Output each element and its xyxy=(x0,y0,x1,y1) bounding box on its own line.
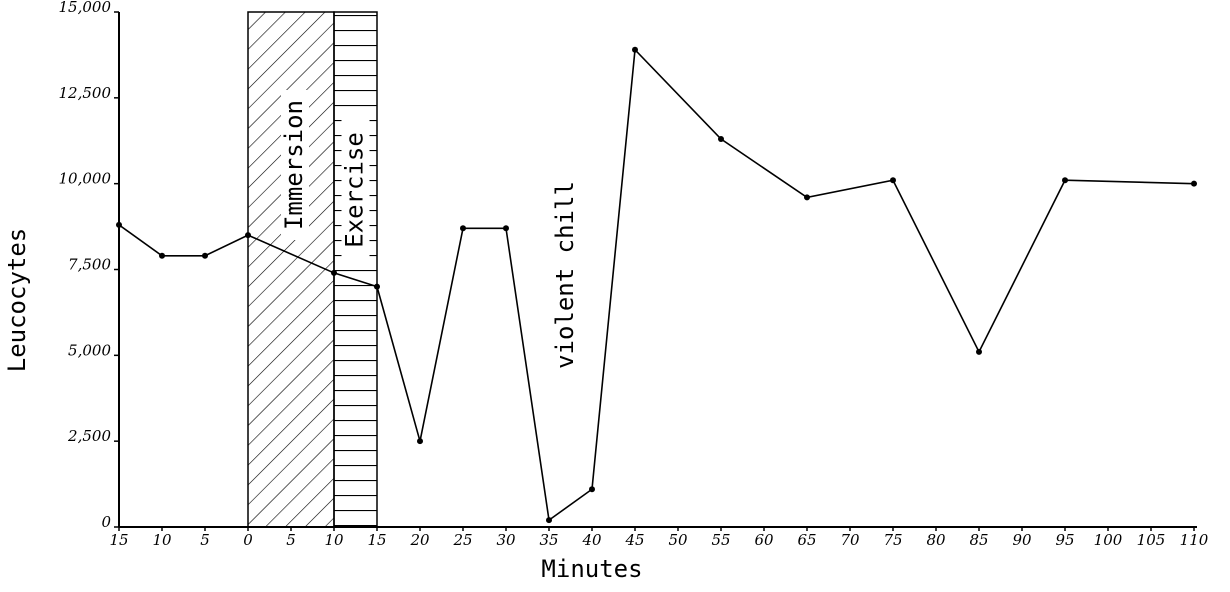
x-tick-label: 110 xyxy=(1180,531,1209,549)
x-tick-label: 30 xyxy=(496,531,516,549)
y-tick-label: 12,500 xyxy=(59,84,112,102)
x-tick-label: 70 xyxy=(840,531,860,549)
x-tick-label: 20 xyxy=(409,531,430,549)
x-tick-label: 15 xyxy=(367,531,386,549)
x-tick-label: 40 xyxy=(581,531,602,549)
data-point xyxy=(460,225,466,232)
x-tick-label: 5 xyxy=(200,531,210,549)
x-tick-label: 35 xyxy=(539,531,558,549)
x-tick-label: 100 xyxy=(1094,531,1123,549)
x-tick-label: 55 xyxy=(711,531,730,549)
y-tick-label: 2,500 xyxy=(67,427,111,445)
label-bg xyxy=(341,115,370,265)
data-point xyxy=(331,269,337,276)
x-tick-label: 50 xyxy=(668,531,688,549)
x-tick-label: 45 xyxy=(624,531,644,549)
data-point xyxy=(417,438,423,445)
x-axis-label: Minutes xyxy=(541,555,642,583)
data-point xyxy=(976,348,982,355)
data-point xyxy=(374,283,380,290)
data-point xyxy=(202,252,208,259)
x-tick-label: 0 xyxy=(243,531,253,549)
data-point xyxy=(546,517,552,524)
x-tick-label: 10 xyxy=(152,531,172,549)
data-point xyxy=(1062,177,1068,184)
data-point xyxy=(589,486,595,493)
x-tick-label: 15 xyxy=(109,531,128,549)
x-tick-label: 80 xyxy=(926,531,946,549)
x-tick-label: 85 xyxy=(969,531,988,549)
label-bg xyxy=(281,90,309,240)
data-point xyxy=(632,46,638,53)
shaded-span xyxy=(247,11,335,528)
x-tick-label: 90 xyxy=(1012,531,1032,549)
y-tick-label: 7,500 xyxy=(68,256,111,274)
y-tick-label: 0 xyxy=(101,513,111,531)
shaded-span xyxy=(333,11,378,528)
data-point xyxy=(718,136,724,143)
x-tick-label: 5 xyxy=(286,531,296,549)
y-tick-label: 5,000 xyxy=(68,341,111,359)
data-point xyxy=(245,232,251,239)
x-tick-label: 10 xyxy=(324,531,344,549)
x-tick-label: 25 xyxy=(452,531,472,549)
data-point xyxy=(1191,180,1197,187)
span-label: Immersion xyxy=(280,100,308,230)
y-axis-label: Leucocytes xyxy=(3,228,31,373)
x-tick-label: 60 xyxy=(754,531,774,549)
data-point xyxy=(804,194,810,201)
x-tick-label: 105 xyxy=(1137,531,1166,549)
y-tick-label: 15,000 xyxy=(59,0,112,16)
x-tick-label: 75 xyxy=(883,531,902,549)
data-line xyxy=(118,47,1195,522)
y-tick-label: 10,000 xyxy=(59,170,112,188)
data-point xyxy=(890,177,896,184)
x-tick-label: 95 xyxy=(1055,531,1074,549)
data-point xyxy=(116,221,122,228)
data-point xyxy=(503,225,509,232)
span-label: Exercise xyxy=(341,132,369,248)
x-tick-label: 65 xyxy=(797,531,816,549)
annotation: violent chill xyxy=(551,181,579,369)
data-point xyxy=(159,252,165,259)
